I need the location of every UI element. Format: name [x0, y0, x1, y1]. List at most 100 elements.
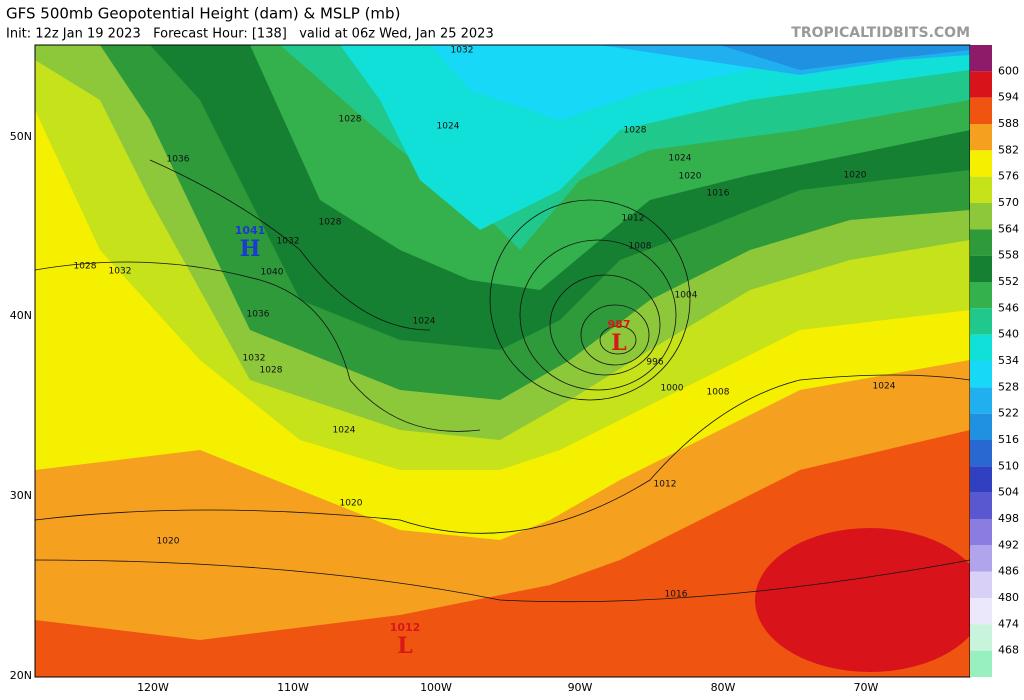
colorbar-swatch — [970, 150, 992, 177]
colorbar-swatch — [970, 440, 992, 467]
lat-label: 30N — [10, 489, 32, 502]
center-value: 987 — [608, 318, 631, 331]
brand: TROPICALTIDBITS.COM — [791, 25, 970, 41]
colorbar-label: 516 — [998, 433, 1019, 446]
isobar-label: 1028 — [74, 262, 97, 272]
isobar-label: 1032 — [109, 267, 132, 277]
colorbar-swatch — [970, 203, 992, 230]
colorbar-swatch — [970, 334, 992, 361]
center-value: 1012 — [390, 621, 421, 634]
colorbar-label: 594 — [998, 91, 1019, 104]
colorbar-swatch — [970, 176, 992, 203]
map — [35, 45, 970, 677]
colorbar-swatch — [970, 45, 992, 72]
colorbar-label: 474 — [998, 617, 1019, 630]
colorbar-label: 522 — [998, 407, 1019, 420]
colorbar-label: 582 — [998, 143, 1019, 156]
lon-label: 110W — [277, 681, 309, 694]
colorbar-label: 546 — [998, 301, 1019, 314]
isobar-label: 1020 — [340, 499, 363, 509]
colorbar-swatch — [970, 598, 992, 625]
colorbar-label: 534 — [998, 354, 1019, 367]
isobar-label: 1028 — [319, 218, 342, 228]
lat-label: 40N — [10, 309, 32, 322]
isobar-label: 1008 — [629, 242, 652, 252]
isobar-label: 1036 — [167, 155, 190, 165]
title: GFS 500mb Geopotential Height (dam) & MS… — [6, 5, 400, 23]
colorbar-swatch — [970, 97, 992, 124]
colorbar-swatch — [970, 492, 992, 519]
colorbar-swatch — [970, 308, 992, 335]
colorbar-swatch — [970, 229, 992, 256]
lon-label: 90W — [568, 681, 593, 694]
isobar-label: 1032 — [277, 237, 300, 247]
lon-label: 80W — [711, 681, 736, 694]
lon-label: 100W — [420, 681, 452, 694]
isobar-label: 1024 — [413, 317, 436, 327]
isobar-label: 1012 — [622, 214, 645, 224]
isobar-label: 1040 — [261, 268, 284, 278]
colorbar-swatch — [970, 545, 992, 572]
colorbar-swatch — [970, 387, 992, 414]
isobar-label: 1036 — [247, 310, 270, 320]
subtitle: Init: 12z Jan 19 2023 Forecast Hour: [13… — [6, 27, 494, 42]
isobar-label: 1020 — [157, 537, 180, 547]
isobar-label: 996 — [646, 358, 663, 368]
isobars — [35, 159, 970, 603]
colorbar-label: 480 — [998, 591, 1019, 604]
colorbar-swatch — [970, 255, 992, 282]
center-letter: L — [611, 330, 626, 356]
isobar-label: 1004 — [675, 291, 698, 301]
isobar-label: 1024 — [333, 426, 356, 436]
colorbar-swatch — [970, 71, 992, 98]
isobar-label: 1020 — [844, 171, 867, 181]
colorbar-swatch — [970, 571, 992, 598]
lon-label: 70W — [854, 681, 879, 694]
isobar-label: 1008 — [707, 388, 730, 398]
isobar-label: 1028 — [339, 115, 362, 125]
height-band — [720, 45, 970, 70]
colorbar-swatch — [970, 361, 992, 388]
center-value: 1041 — [235, 224, 266, 237]
center-letter: H — [240, 236, 261, 262]
colorbar-label: 570 — [998, 196, 1019, 209]
colorbar-label: 504 — [998, 486, 1019, 499]
lon-label: 120W — [137, 681, 169, 694]
height-band — [755, 528, 970, 672]
colorbar-swatch — [970, 519, 992, 546]
isobar-label: 1024 — [437, 122, 460, 132]
colorbar-label: 564 — [998, 222, 1019, 235]
colorbar-swatch — [970, 466, 992, 493]
colorbar-swatch — [970, 124, 992, 151]
isobar-label: 1028 — [260, 366, 283, 376]
isobar-label: 1032 — [451, 46, 474, 56]
colorbar-label: 510 — [998, 459, 1019, 472]
colorbar-label: 558 — [998, 249, 1019, 262]
isobar-label: 1024 — [873, 382, 896, 392]
height-band — [430, 45, 970, 120]
isobar-label: 1032 — [243, 354, 266, 364]
colorbar-label: 576 — [998, 170, 1019, 183]
colorbar-label: 552 — [998, 275, 1019, 288]
colorbar-label: 600 — [998, 64, 1019, 77]
colorbar-swatch — [970, 282, 992, 309]
isobar-label: 1020 — [679, 172, 702, 182]
isobar-label: 1012 — [654, 480, 677, 490]
colorbar-swatch — [970, 413, 992, 440]
lat-label: 50N — [10, 130, 32, 143]
colorbar-swatch — [970, 624, 992, 651]
colorbar-label: 468 — [998, 644, 1019, 657]
center-letter: L — [397, 633, 412, 659]
isobar-label: 1024 — [669, 154, 692, 164]
isobar-label: 1016 — [665, 590, 688, 600]
colorbar-swatch — [970, 650, 992, 677]
colorbar-label: 498 — [998, 512, 1019, 525]
isobar-label: 1028 — [624, 126, 647, 136]
isobar-label: 1000 — [661, 384, 684, 394]
isobar-label: 1016 — [707, 189, 730, 199]
colorbar-label: 528 — [998, 380, 1019, 393]
colorbar-label: 492 — [998, 538, 1019, 551]
colorbar-label: 540 — [998, 328, 1019, 341]
lat-label: 20N — [10, 669, 32, 682]
